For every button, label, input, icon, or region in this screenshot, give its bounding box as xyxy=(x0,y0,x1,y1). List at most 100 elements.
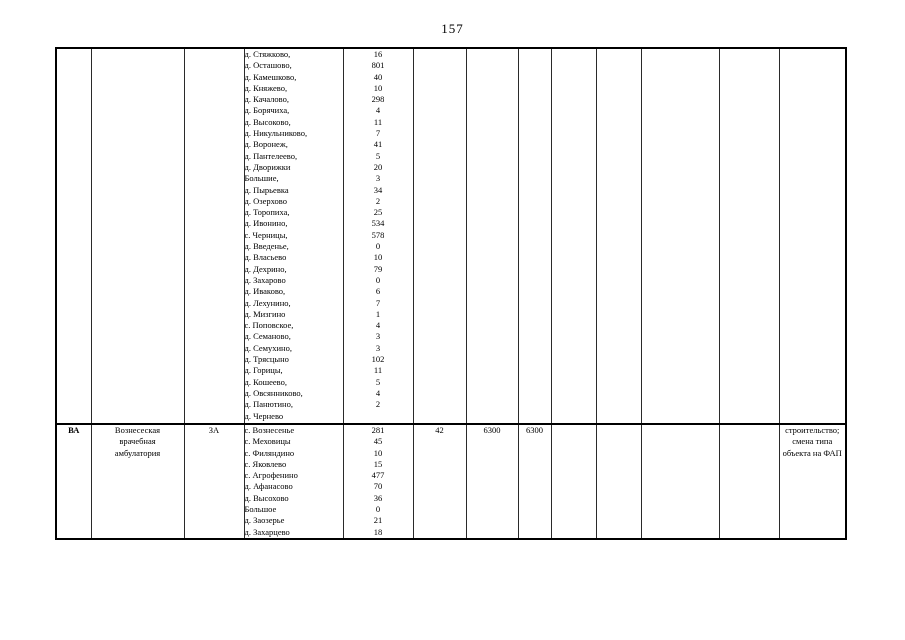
settlement-line: 16 xyxy=(373,49,383,59)
cell-value-1: 42 xyxy=(412,423,467,540)
table-row: ВА Вознесеская врачебная амбулатория ЗА … xyxy=(55,423,847,540)
settlement-line: д. Захарово xyxy=(244,274,286,285)
settlement-line: д. Трясцыно xyxy=(244,354,289,365)
settlement-line: 3 xyxy=(375,331,381,342)
settlement-line: д. Княжево, xyxy=(244,82,288,93)
page-number: 157 xyxy=(441,21,464,36)
settlement-line: д. Семаново, xyxy=(244,331,291,342)
settlement-line: 79 xyxy=(373,263,383,274)
cell-facility xyxy=(90,47,185,425)
settlement-line: д. Озерхово xyxy=(244,195,287,206)
settlement-line: д. Борячиха, xyxy=(244,105,290,116)
settlement-line: д. Торопиха, xyxy=(244,207,290,218)
settlement-line: 10 xyxy=(373,252,383,263)
settlement-line: д. Осташово, xyxy=(244,60,292,71)
settlement-line: 1 xyxy=(375,308,381,319)
settlement-line: 4 xyxy=(375,387,381,398)
settlement-line: 70 xyxy=(373,481,383,492)
cell-value-3: 6300 xyxy=(517,423,552,540)
settlement-line: 0 xyxy=(375,274,381,285)
settlement-line: д. Чернево xyxy=(244,410,284,421)
settlement-line: д. Камешково, xyxy=(244,71,297,82)
cell-facility: Вознесеская врачебная амбулатория xyxy=(90,423,185,540)
settlement-line: 0 xyxy=(375,241,381,252)
settlement-line: д. Овсянниково, xyxy=(244,387,303,398)
facility-name: Вознесеская врачебная амбулатория xyxy=(114,425,161,458)
cell-settlement-names: д. Стяжково, д. Осташово, д. Камешково, д. … xyxy=(243,47,344,425)
settlement-line: 4 xyxy=(375,320,381,331)
settlement-line: д. Качалово, xyxy=(244,94,290,105)
cell-value-3 xyxy=(517,47,552,425)
settlement-line: 4 xyxy=(375,105,381,116)
settlement-line: д. Мизгино xyxy=(244,308,286,319)
settlement-line: д. Пырьевка xyxy=(244,184,289,195)
settlement-line: д. Лехунино, xyxy=(244,297,291,308)
settlement-line: д. Никульниково, xyxy=(244,128,308,139)
settlement-line: д. Дехрино, xyxy=(244,263,287,274)
settlement-line: д. Ивонино, xyxy=(244,218,288,229)
settlement-line: с. Яковлево xyxy=(244,458,287,469)
cell-value-2: 6300 xyxy=(465,423,519,540)
cell-value-2 xyxy=(465,47,519,425)
settlement-line: 3 xyxy=(375,173,381,184)
settlement-line: 477 xyxy=(371,470,385,481)
settlement-line: д. Семухино, xyxy=(244,342,292,353)
settlement-line: д. Захарцево xyxy=(244,526,290,537)
settlement-line: 7 xyxy=(375,297,381,308)
settlement-line: 21 xyxy=(373,515,383,526)
settlement-line: 5 xyxy=(375,376,381,387)
cell-empty xyxy=(640,423,720,540)
settlement-line: д. Дворижки xyxy=(244,161,291,172)
settlement-line: 281 xyxy=(371,425,385,435)
cell-type: ЗА xyxy=(183,423,245,540)
settlement-line: д. Стяжково, xyxy=(244,49,291,59)
cell-empty xyxy=(718,47,780,425)
settlement-line: д. Иваково, xyxy=(244,286,286,297)
settlement-line: 298 xyxy=(371,94,385,105)
settlement-line: 11 xyxy=(373,365,383,376)
settlement-line: 10 xyxy=(373,82,383,93)
settlement-line: д. Высоково, xyxy=(244,116,291,127)
settlement-line: 18 xyxy=(373,526,383,537)
cell-type xyxy=(183,47,245,425)
settlement-line: Большие, xyxy=(244,173,279,184)
settlement-line: 25 xyxy=(373,207,383,218)
settlement-line: д. Власьево xyxy=(244,252,287,263)
settlement-line: 40 xyxy=(373,71,383,82)
settlement-line: д. Заозерье xyxy=(244,515,285,526)
settlement-line: 578 xyxy=(371,229,385,240)
settlement-line: 2 xyxy=(375,399,381,410)
cell-value-1 xyxy=(412,47,467,425)
settlement-line: 10 xyxy=(373,447,383,458)
settlement-line: с. Агрофенино xyxy=(244,470,298,481)
settlement-line: 3 xyxy=(375,342,381,353)
settlement-line: с. Филяндино xyxy=(244,447,295,458)
cell-settlement-populations: 16 801 40 10 298 4 11 7 41 5 20 3 34 2 25 534 578 0 10 79 0 6… xyxy=(342,47,414,425)
facilities-table: д. Стяжково, д. Осташово, д. Камешково, д. … xyxy=(55,47,847,540)
cell-empty xyxy=(718,423,780,540)
cell-code: ВА xyxy=(55,423,92,540)
cell-empty xyxy=(595,423,642,540)
cell-empty xyxy=(640,47,720,425)
settlement-line: 6 xyxy=(375,286,381,297)
settlement-line: 15 xyxy=(373,458,383,469)
cell-settlement-names: с. Вознесенье с. Меховицы с. Филяндино с. Я… xyxy=(243,423,344,540)
settlement-line: 41 xyxy=(373,139,383,150)
settlement-line: 20 xyxy=(373,161,383,172)
settlement-line: д. Панютино, xyxy=(244,399,293,410)
settlement-line: 45 xyxy=(373,436,383,447)
cell-code xyxy=(55,47,92,425)
settlement-line: с. Меховицы xyxy=(244,436,291,447)
note-text: строительство; смена типа объекта на ФАП xyxy=(782,425,842,458)
settlement-line: д. Воронеж, xyxy=(244,139,288,150)
settlement-line: 36 xyxy=(373,492,383,503)
settlement-line: 7 xyxy=(375,128,381,139)
settlement-line xyxy=(344,411,412,422)
settlement-line: д. Афанасово xyxy=(244,481,293,492)
cell-empty xyxy=(550,47,597,425)
settlement-line: 2 xyxy=(375,195,381,206)
cell-empty xyxy=(595,47,642,425)
settlement-line: д. Введенье, xyxy=(244,241,289,252)
settlement-line: 34 xyxy=(373,184,383,195)
